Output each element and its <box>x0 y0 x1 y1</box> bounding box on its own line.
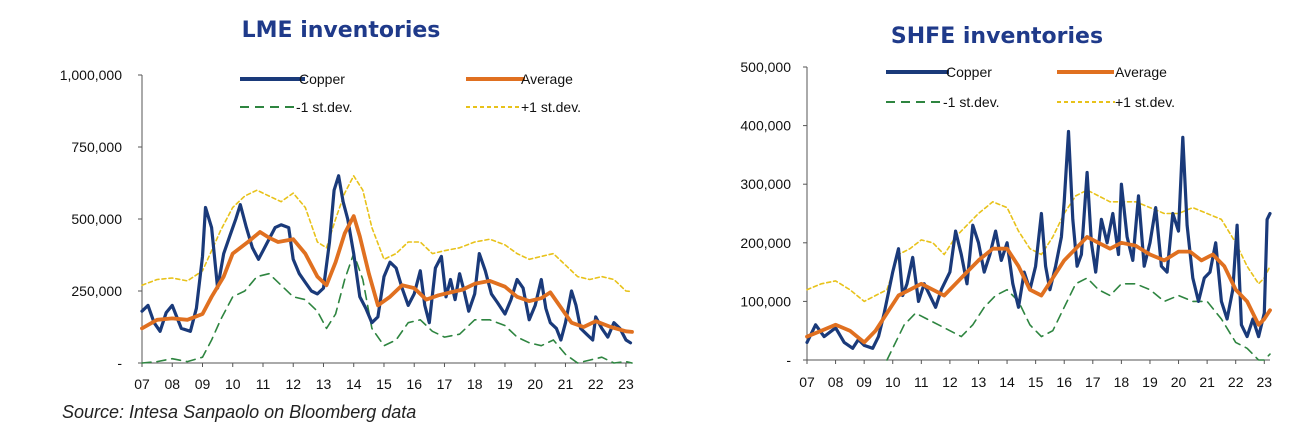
shfe-x-tick-label: 08 <box>828 374 844 390</box>
shfe-x-tick-label: 21 <box>1199 374 1215 390</box>
shfe-series <box>805 129 1272 361</box>
lme-x-tick-label: 21 <box>558 376 574 392</box>
lme-legend-copper: Copper <box>299 71 345 87</box>
lme-x-tick-label: 17 <box>437 376 453 392</box>
shfe-x-tick-label: 12 <box>942 374 958 390</box>
shfe-x-tick-label: 14 <box>999 374 1015 390</box>
lme-x-tick-label: 15 <box>376 376 392 392</box>
lme-x-tick-label: 19 <box>497 376 513 392</box>
lme-series-copper-line <box>140 174 633 345</box>
lme-chart-title: LME inventories <box>242 18 441 43</box>
lme-x-tick-label: 22 <box>588 376 604 392</box>
shfe-legend-average: Average <box>1115 64 1167 80</box>
lme-x-tick-label: 08 <box>164 376 180 392</box>
shfe-x-tick-label: 11 <box>914 374 929 390</box>
lme-series-average-line <box>140 214 634 334</box>
shfe-y-tick-label: - <box>786 352 791 368</box>
lme-x-tick-label: 13 <box>316 376 332 392</box>
lme-x-tick-label: 14 <box>346 376 362 392</box>
shfe-legend-plus: +1 st.dev. <box>1115 94 1175 110</box>
lme-y-tick-label: 250,000 <box>71 283 122 299</box>
lme-x-tick-label: 20 <box>527 376 543 392</box>
shfe-y-tick-label: 500,000 <box>740 59 791 75</box>
lme-y-tick-label: 500,000 <box>71 211 122 227</box>
shfe-chart-title: SHFE inventories <box>891 24 1103 49</box>
shfe-y-tick-label: 400,000 <box>740 118 791 134</box>
shfe-x-tick-label: 19 <box>1142 374 1158 390</box>
shfe-legend-minus: -1 st.dev. <box>943 94 1000 110</box>
lme-y-tick-label: - <box>117 355 122 371</box>
shfe-series-plus-line <box>806 189 1271 303</box>
lme-x-tick-label: 09 <box>195 376 211 392</box>
lme-legend: Copper Average -1 st.dev. +1 st.dev. <box>240 71 581 115</box>
shfe-y-tick-label: 200,000 <box>740 235 791 251</box>
lme-series <box>140 174 634 364</box>
shfe-legend-copper: Copper <box>946 64 992 80</box>
shfe-y-tick-label: 100,000 <box>740 293 791 309</box>
shfe-x-tick-label: 16 <box>1056 374 1072 390</box>
shfe-x-tick-label: 22 <box>1228 374 1244 390</box>
shfe-x-tick-label: 15 <box>1028 374 1044 390</box>
lme-y-axis: 1,000,000 750,000 500,000 250,000 - <box>60 67 143 371</box>
shfe-x-tick-label: 13 <box>971 374 987 390</box>
lme-x-tick-label: 18 <box>467 376 483 392</box>
shfe-y-axis: 500,000 400,000 300,000 200,000 100,000 - <box>740 59 808 368</box>
shfe-inventories-chart: SHFE inventories Copper Average -1 st.de… <box>740 24 1272 390</box>
shfe-x-tick-label: 10 <box>885 374 901 390</box>
lme-x-tick-label: 07 <box>134 376 150 392</box>
shfe-series-average-line <box>805 235 1272 345</box>
lme-series-minus-line <box>141 252 633 364</box>
lme-series-plus-line <box>141 175 633 293</box>
shfe-x-tick-label: 18 <box>1114 374 1130 390</box>
shfe-x-tick-label: 07 <box>799 374 815 390</box>
lme-y-tick-label: 750,000 <box>71 139 122 155</box>
lme-x-tick-label: 12 <box>285 376 301 392</box>
shfe-legend: Copper Average -1 st.dev. +1 st.dev. <box>886 64 1175 110</box>
lme-x-tick-label: 16 <box>406 376 422 392</box>
lme-inventories-chart: LME inventories Copper Average -1 st.dev… <box>60 18 634 392</box>
lme-legend-minus: -1 st.dev. <box>296 99 353 115</box>
shfe-x-tick-label: 23 <box>1256 374 1272 390</box>
lme-legend-average: Average <box>521 71 573 87</box>
lme-x-axis: 07 08 09 10 11 12 13 14 15 16 17 18 19 20 21 22 23 <box>134 362 634 392</box>
shfe-x-axis: 07 08 09 10 11 12 13 14 15 16 17 18 19 20 21 22 23 <box>799 359 1272 390</box>
lme-x-tick-label: 10 <box>225 376 241 392</box>
shfe-series-copper-line <box>805 129 1272 350</box>
lme-x-tick-label: 23 <box>618 376 634 392</box>
shfe-x-tick-label: 20 <box>1171 374 1187 390</box>
lme-x-tick-label: 11 <box>256 376 271 392</box>
shfe-x-tick-label: 09 <box>856 374 872 390</box>
shfe-x-tick-label: 17 <box>1085 374 1101 390</box>
lme-y-tick-label: 1,000,000 <box>60 67 122 83</box>
shfe-series-minus-line <box>886 277 1271 361</box>
source-note: Source: Intesa Sanpaolo on Bloomberg dat… <box>62 402 417 422</box>
shfe-y-tick-label: 300,000 <box>740 176 791 192</box>
lme-legend-plus: +1 st.dev. <box>521 99 581 115</box>
